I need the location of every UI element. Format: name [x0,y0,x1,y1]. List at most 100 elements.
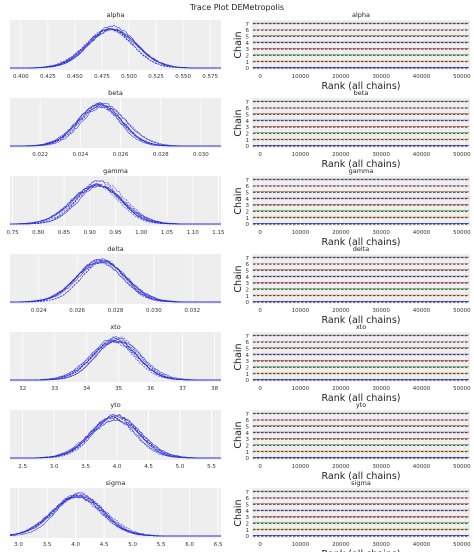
rank-ytick-label: 4 [246,119,250,125]
rank-xtick-label: 50000 [453,464,471,470]
density-tick-label: 0.75 [6,230,19,236]
density-tick-label: 1.15 [212,230,225,236]
density-tick-label: 3.0 [14,542,23,548]
rank-xtick-label: 0 [258,386,262,392]
rank-xtick-label: 40000 [413,152,431,158]
density-tick-label: 0.032 [184,308,200,314]
density-chain-7 [10,341,221,381]
density-tick-label: 1.10 [187,230,200,236]
density-tick-label: 0.400 [13,74,29,80]
rank-title-gamma: gamma [349,167,374,175]
rank-ytick-label: 2 [246,53,250,59]
density-tick-label: 0.026 [113,152,129,158]
density-tick-label: 5.5 [157,542,166,548]
density-tick-label: 0.024 [72,152,88,158]
rank-panel-bg [252,254,470,304]
rank-ytick-label: 4 [246,197,250,203]
rank-xtick-label: 20000 [332,386,350,392]
rank-xtick-label: 30000 [372,464,390,470]
density-panel-sigma: sigma 3.0 3.5 4.0 4.5 5.0 5.5 6.0 6.5 [9,479,223,548]
density-tick-label: 3.0 [50,464,59,470]
density-tick-label: 0.450 [67,74,83,80]
rank-ytick-label: 1 [246,450,250,456]
rank-xtick-label: 10000 [292,308,310,314]
rank-xtick-label: 10000 [292,464,310,470]
density-title-yto: yto [110,401,120,409]
density-tick-label: 1.05 [161,230,174,236]
rank-ytick-label: 5 [246,424,250,430]
rank-ytick-label: 5 [246,190,250,196]
rank-ytick-label: 0 [246,300,250,306]
rank-ytick-label: 7 [246,178,250,184]
density-chain-7 [9,493,221,537]
density-tick-label: 0.575 [202,74,218,80]
rank-ytick-label: 1 [246,528,250,534]
density-tick-label: 38 [211,386,218,392]
density-tick-label: 0.80 [32,230,45,236]
rank-ytick-label: 7 [246,490,250,496]
rank-xlabel: Rank (all chains) [322,549,401,552]
density-panel-beta: beta 0.022 0.024 0.026 0.028 0.030 [9,89,221,158]
density-panel-gamma: gamma 0.75 0.80 0.85 0.90 0.95 1.00 1.05 1.10 1.1… [6,167,225,236]
density-tick-label: 0.022 [32,152,48,158]
rank-xtick-label: 30000 [372,230,390,236]
rank-ylabel: Chain [233,421,244,448]
rank-ytick-label: 2 [246,521,250,527]
density-title-sigma: sigma [106,479,126,487]
density-tick-label: 4.5 [144,464,153,470]
rank-ytick-label: 0 [246,378,250,384]
density-tick-label: 34 [83,386,90,392]
figure-title: Trace Plot DEMetropolis [189,3,284,12]
rank-ytick-label: 5 [246,112,250,118]
rank-ytick-label: 3 [246,515,250,521]
rank-ytick-label: 6 [246,340,250,346]
rank-ylabel: Chain [233,343,244,370]
density-panel-xto: xto 32 33 34 35 36 37 38 [10,323,221,392]
density-tick-label: 0.425 [40,74,56,80]
density-tick-label: 0.030 [146,308,162,314]
rank-ytick-label: 6 [246,184,250,190]
rank-xtick-label: 50000 [453,308,471,314]
rank-xtick-label: 20000 [332,542,350,548]
rank-xtick-label: 20000 [332,230,350,236]
density-tick-label: 32 [19,386,26,392]
rank-ytick-label: 6 [246,106,250,112]
rank-xlabel: Rank (all chains) [322,315,401,326]
density-panel-bg [10,20,221,70]
rank-ytick-label: 2 [246,443,250,449]
rank-title-sigma: sigma [351,479,371,487]
density-tick-label: 33 [51,386,58,392]
rank-xtick-label: 10000 [292,230,310,236]
rank-xlabel: Rank (all chains) [322,393,401,404]
density-tick-label: 0.95 [109,230,122,236]
rank-ytick-label: 0 [246,222,250,228]
rank-ytick-label: 2 [246,287,250,293]
rank-xtick-label: 30000 [372,74,390,80]
density-panel-bg [10,332,221,382]
density-title-delta: delta [107,245,123,253]
rank-xtick-label: 10000 [292,74,310,80]
rank-ytick-label: 1 [246,138,250,144]
rank-ylabel: Chain [233,31,244,58]
rank-xtick-label: 0 [258,308,262,314]
density-tick-label: 35 [115,386,122,392]
rank-ytick-label: 4 [246,275,250,281]
rank-panel-bg [252,488,470,538]
rank-ytick-label: 6 [246,418,250,424]
density-title-beta: beta [108,89,123,97]
rank-ytick-label: 6 [246,28,250,34]
rank-ytick-label: 5 [246,34,250,40]
rank-ytick-label: 6 [246,262,250,268]
density-tick-label: 0.026 [69,308,85,314]
rank-ylabel: Chain [233,109,244,136]
rank-xtick-label: 0 [258,542,262,548]
density-tick-label: 0.525 [148,74,164,80]
rank-xtick-label: 40000 [413,308,431,314]
rank-xtick-label: 40000 [413,542,431,548]
density-tick-label: 3.5 [43,542,52,548]
density-tick-label: 0.550 [175,74,191,80]
